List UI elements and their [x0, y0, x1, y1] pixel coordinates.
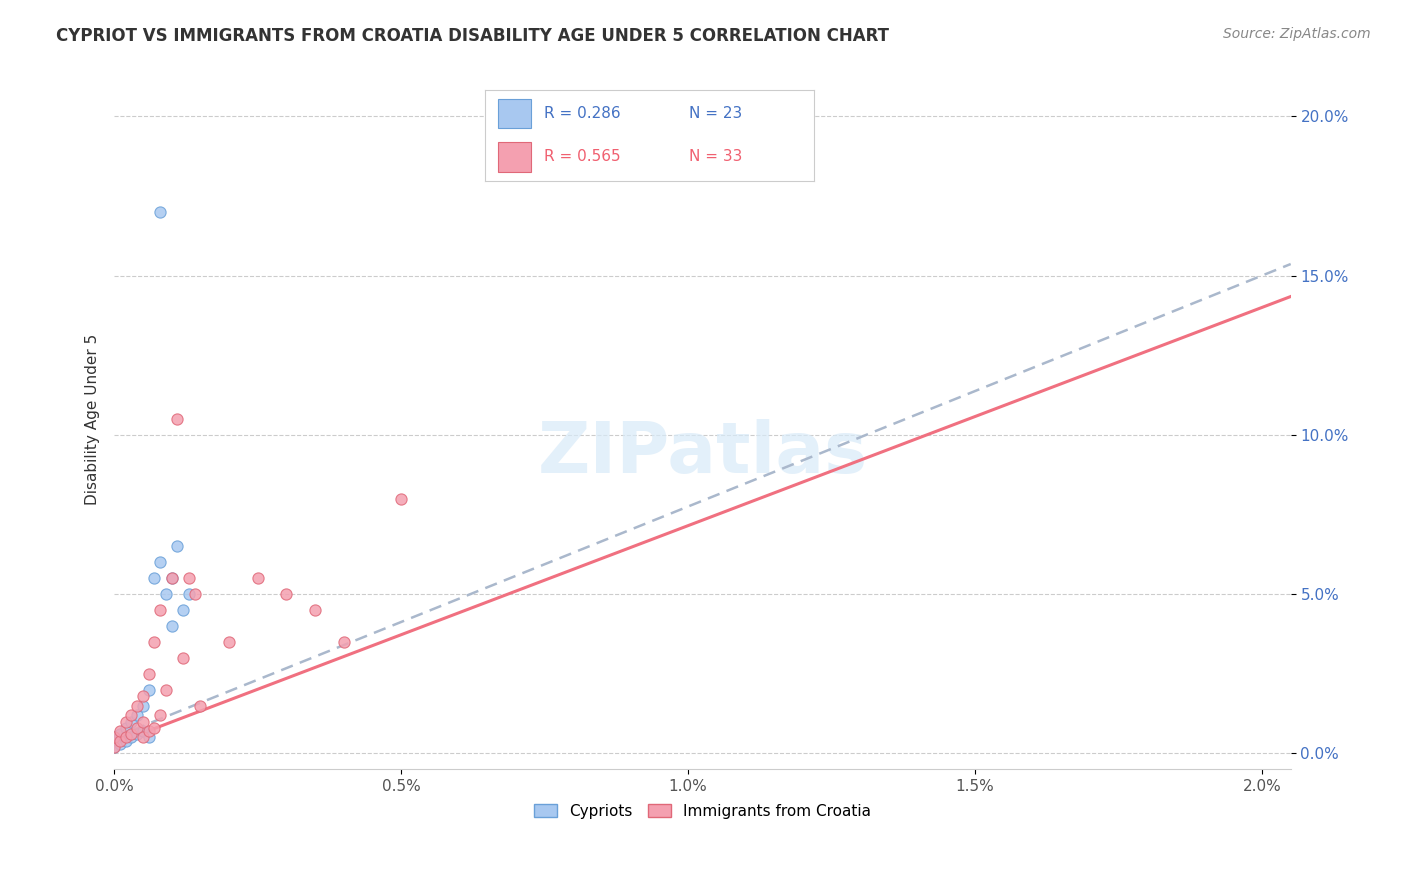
Point [127, 698, 149, 713]
Point [120, 708, 142, 723]
Point [172, 650, 194, 665]
Point [155, 587, 177, 601]
Point [155, 682, 177, 697]
Point [149, 555, 172, 569]
Point [166, 412, 188, 426]
Point [108, 733, 131, 747]
Point [132, 698, 155, 713]
Point [143, 571, 166, 585]
Point [177, 571, 200, 585]
Point [108, 727, 131, 741]
Point [103, 739, 125, 754]
Point [108, 724, 131, 739]
Point [108, 737, 131, 751]
Point [188, 698, 211, 713]
Text: ZIPatlas: ZIPatlas [537, 419, 868, 489]
Point [183, 587, 205, 601]
Y-axis label: Disability Age Under 5: Disability Age Under 5 [86, 334, 100, 505]
Point [114, 714, 136, 729]
Point [304, 603, 326, 617]
Point [132, 724, 155, 739]
Point [103, 731, 125, 745]
Point [177, 587, 200, 601]
Text: CYPRIOT VS IMMIGRANTS FROM CROATIA DISABILITY AGE UNDER 5 CORRELATION CHART: CYPRIOT VS IMMIGRANTS FROM CROATIA DISAB… [56, 27, 889, 45]
Point [127, 721, 149, 735]
Point [172, 603, 194, 617]
Legend: Cypriots, Immigrants from Croatia: Cypriots, Immigrants from Croatia [527, 797, 877, 825]
Point [734, 109, 756, 123]
Point [166, 539, 188, 553]
Point [138, 682, 160, 697]
Point [120, 714, 142, 729]
Point [149, 205, 172, 219]
Point [149, 708, 172, 723]
Point [143, 635, 166, 649]
Point [138, 666, 160, 681]
Point [276, 587, 298, 601]
Point [138, 731, 160, 745]
Point [246, 571, 269, 585]
Point [160, 619, 183, 633]
Text: Source: ZipAtlas.com: Source: ZipAtlas.com [1223, 27, 1371, 41]
Point [132, 731, 155, 745]
Point [389, 491, 412, 506]
Point [138, 724, 160, 739]
Point [114, 721, 136, 735]
Point [132, 689, 155, 703]
Point [103, 739, 125, 754]
Point [120, 731, 142, 745]
Point [114, 733, 136, 747]
Point [132, 714, 155, 729]
Point [160, 571, 183, 585]
Point [218, 635, 240, 649]
Point [149, 603, 172, 617]
Point [120, 727, 142, 741]
Point [160, 571, 183, 585]
Point [127, 727, 149, 741]
Point [127, 708, 149, 723]
Point [143, 721, 166, 735]
Point [103, 731, 125, 745]
Point [114, 731, 136, 745]
Point [332, 635, 354, 649]
